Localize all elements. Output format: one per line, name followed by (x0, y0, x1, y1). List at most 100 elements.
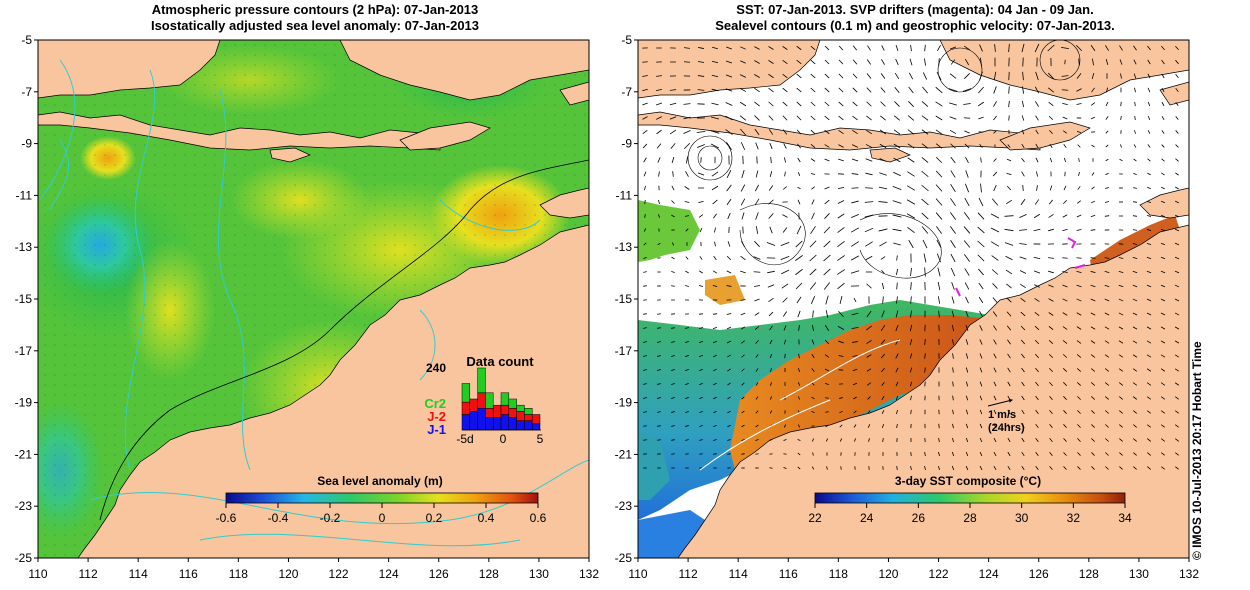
velocity-arrow (740, 142, 746, 150)
velocity-arrow (1076, 257, 1082, 259)
velocity-arrow (893, 171, 901, 177)
right-australia-land (677, 224, 1189, 558)
velocity-arrow (1036, 171, 1038, 177)
velocity-arrow (938, 296, 940, 304)
velocity-arrow (741, 212, 745, 220)
velocity-arrow (1035, 129, 1039, 135)
velocity-arrow (811, 411, 815, 413)
velocity-arrow (754, 60, 760, 64)
velocity-arrow (644, 199, 646, 205)
velocity-arrow (1035, 423, 1039, 429)
velocity-arrow (754, 46, 760, 50)
velocity-arrow (810, 295, 816, 305)
velocity-arrow (1090, 102, 1096, 106)
velocity-arrow (741, 354, 745, 358)
velocity-arrow (823, 254, 831, 262)
velocity-arrow (978, 282, 984, 290)
velocity-arrow (725, 74, 733, 78)
velocity-arrow (797, 199, 801, 205)
inset-bar-red (516, 411, 525, 421)
right-lon-label: 126 (1029, 567, 1049, 581)
inset-bar-blue (477, 408, 486, 431)
velocity-arrow (1147, 172, 1151, 176)
velocity-arrow (644, 185, 646, 191)
velocity-arrow (1007, 437, 1011, 443)
velocity-arrow (949, 212, 957, 220)
velocity-arrow (825, 382, 829, 386)
velocity-arrow (993, 184, 997, 192)
velocity-arrow (949, 116, 957, 120)
velocity-arrow (726, 46, 732, 50)
velocity-arrow (1005, 269, 1013, 275)
velocity-arrow (979, 143, 983, 149)
velocity-arrow (935, 101, 943, 107)
velocity-arrow (726, 142, 732, 150)
velocity-arrow (740, 255, 746, 261)
velocity-arrow (809, 254, 817, 262)
velocity-arrow (1104, 257, 1110, 259)
sla-colorbar-tick-label: 0 (379, 511, 386, 525)
velocity-arrow (896, 282, 898, 290)
velocity-arrow (1035, 367, 1039, 373)
velocity-arrow (1062, 354, 1068, 358)
velocity-arrow (979, 395, 983, 401)
velocity-arrow (1006, 185, 1012, 191)
velocity-arrow (727, 382, 731, 386)
velocity-arrow (965, 310, 969, 318)
velocity-arrow (685, 355, 689, 357)
velocity-arrow (896, 423, 898, 429)
velocity-arrow (864, 201, 874, 203)
velocity-arrow (811, 353, 815, 359)
velocity-arrow (1021, 100, 1025, 108)
velocity-arrow (852, 73, 858, 79)
velocity-arrow (1091, 396, 1095, 400)
inset-bar-green (500, 392, 510, 406)
velocity-arrow (1160, 242, 1166, 246)
velocity-arrow (740, 198, 746, 206)
scale-label-interval: (24hrs) (988, 422, 1025, 434)
velocity-arrow (1090, 200, 1096, 204)
velocity-arrow (882, 438, 884, 442)
velocity-arrow (1020, 325, 1026, 331)
velocity-arrow (782, 129, 788, 135)
velocity-arrow (783, 438, 787, 442)
velocity-arrow (1104, 340, 1110, 344)
velocity-arrow (1105, 424, 1109, 428)
velocity-arrow (892, 214, 902, 218)
velocity-arrow (990, 227, 1000, 233)
velocity-arrow (993, 86, 997, 94)
velocity-arrow (1063, 185, 1067, 191)
velocity-arrow (950, 156, 956, 164)
velocity-arrow (866, 73, 872, 79)
velocity-arrow (964, 143, 970, 149)
velocity-arrow (964, 58, 970, 66)
sla-colorbar-tick-label: -0.6 (216, 511, 237, 525)
velocity-arrow (1034, 353, 1040, 359)
velocity-arrow (980, 183, 982, 193)
velocity-arrow (669, 116, 677, 120)
velocity-arrow (1118, 243, 1124, 245)
velocity-arrow (1007, 367, 1011, 373)
inset-bar-blue (469, 411, 478, 431)
inset-x-tick-label: 0 (500, 432, 507, 446)
velocity-arrow (950, 170, 956, 178)
velocity-arrow (1048, 228, 1054, 232)
velocity-arrow (1119, 452, 1123, 456)
velocity-arrow (840, 466, 842, 470)
velocity-arrow (656, 75, 662, 77)
velocity-arrow (992, 171, 998, 177)
velocity-arrow (1063, 466, 1067, 470)
velocity-arrow (907, 157, 915, 163)
velocity-arrow (906, 213, 916, 219)
velocity-arrow (643, 171, 647, 177)
velocity-arrow (755, 354, 759, 358)
velocity-arrow (657, 411, 661, 413)
velocity-arrow (837, 326, 845, 330)
velocity-arrow (979, 44, 983, 52)
velocity-arrow (711, 74, 719, 78)
velocity-arrow (851, 200, 859, 204)
velocity-arrow (657, 355, 661, 357)
velocity-arrow (993, 353, 997, 359)
velocity-arrow (812, 324, 814, 332)
velocity-arrow (1133, 144, 1137, 148)
